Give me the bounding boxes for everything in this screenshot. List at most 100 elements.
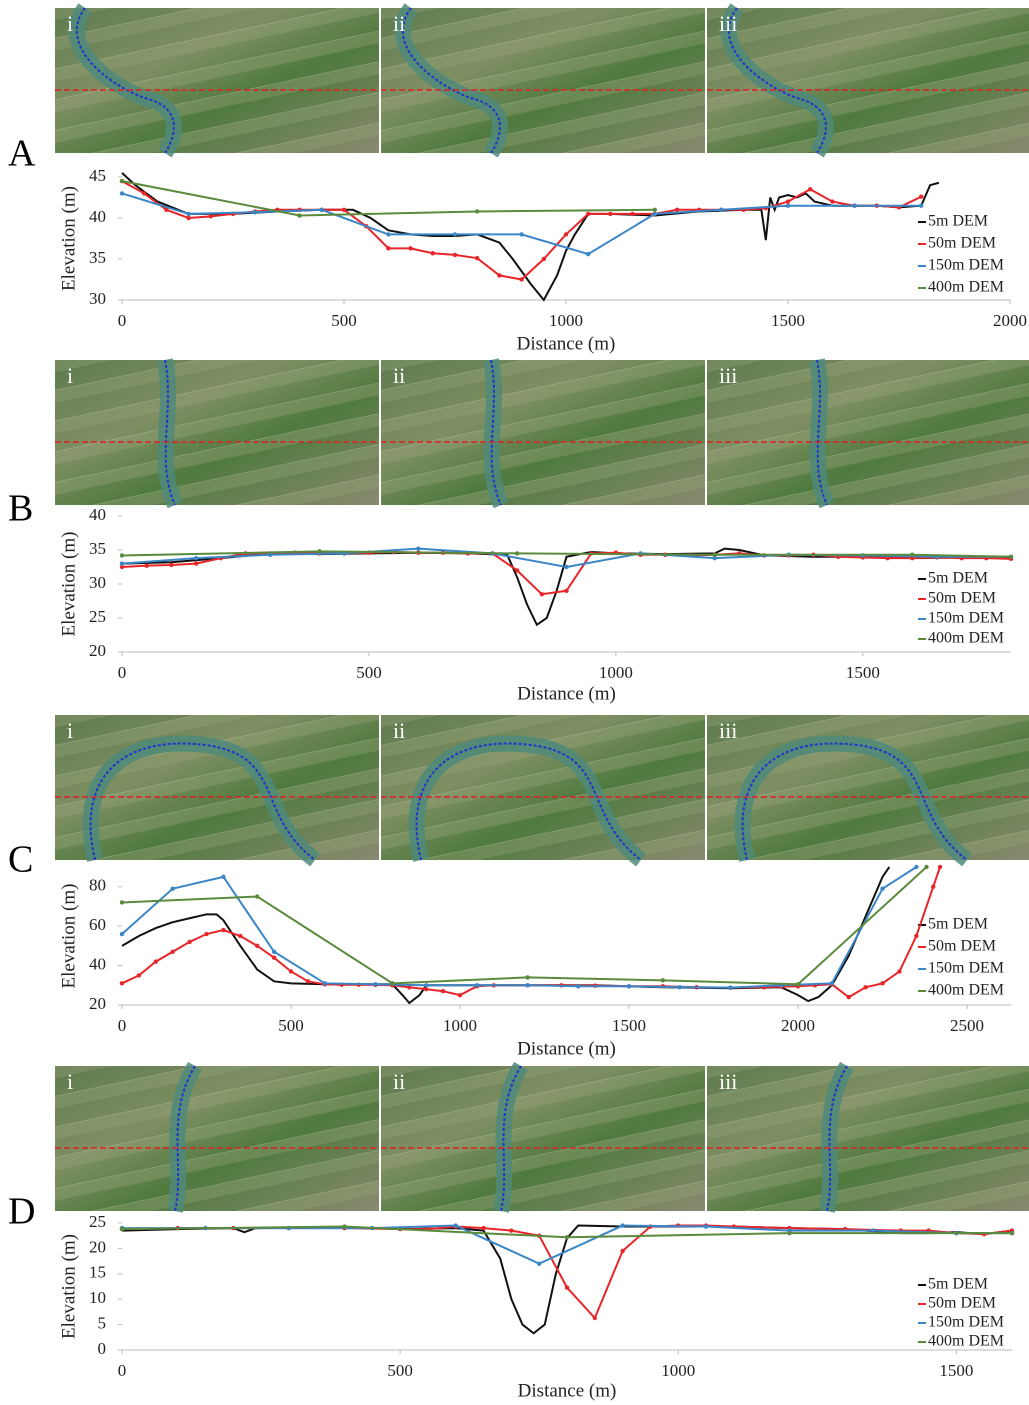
point bbox=[170, 886, 175, 891]
point bbox=[608, 211, 613, 217]
image-fields bbox=[55, 360, 379, 505]
point bbox=[408, 246, 413, 251]
point bbox=[914, 864, 919, 870]
x-tick-label: 1000 bbox=[549, 311, 583, 330]
panel-letter: B bbox=[8, 488, 33, 530]
image-label: iii bbox=[719, 363, 737, 388]
y-axis-label: Elevation (m) bbox=[58, 186, 79, 291]
point bbox=[317, 549, 322, 554]
legend-label: 150m DEM bbox=[928, 257, 1004, 274]
panel-letter: A bbox=[8, 133, 36, 175]
river-trace bbox=[402, 7, 501, 154]
image-label: ii bbox=[393, 718, 405, 743]
legend-label: 50m DEM bbox=[928, 938, 996, 955]
point bbox=[509, 1228, 514, 1233]
point bbox=[373, 982, 378, 987]
satellite-image: ii bbox=[381, 715, 705, 867]
point bbox=[870, 1228, 876, 1233]
point bbox=[931, 884, 936, 889]
legend-label: 400m DEM bbox=[928, 982, 1004, 999]
x-axis-label: Distance (m) bbox=[517, 683, 616, 704]
point bbox=[897, 969, 902, 974]
point bbox=[305, 979, 311, 984]
point bbox=[153, 959, 159, 964]
point bbox=[846, 994, 851, 1000]
legend-label: 400m DEM bbox=[928, 1333, 1004, 1350]
point bbox=[937, 864, 943, 870]
legend-label: 150m DEM bbox=[928, 960, 1004, 977]
point bbox=[880, 981, 885, 986]
y-tick-label: 60 bbox=[89, 915, 106, 934]
point bbox=[592, 1315, 598, 1321]
point bbox=[170, 949, 175, 954]
point bbox=[674, 207, 680, 212]
point bbox=[271, 949, 277, 954]
point bbox=[829, 981, 835, 986]
point bbox=[319, 207, 324, 212]
point bbox=[407, 985, 412, 990]
x-tick-label: 0 bbox=[118, 1016, 127, 1035]
point bbox=[630, 211, 635, 217]
point bbox=[785, 199, 791, 204]
y-axis-label: Elevation (m) bbox=[58, 1234, 79, 1339]
series-line bbox=[121, 547, 1012, 627]
x-tick-label: 500 bbox=[278, 1016, 304, 1035]
point bbox=[322, 981, 328, 986]
y-tick-label: 40 bbox=[89, 954, 106, 973]
legend-label: 50m DEM bbox=[928, 590, 996, 607]
panel-letter: C bbox=[8, 839, 33, 881]
y-axis-label: Elevation (m) bbox=[58, 532, 79, 637]
x-tick-label: 2500 bbox=[950, 1016, 984, 1035]
point bbox=[119, 553, 125, 558]
y-tick-label: 35 bbox=[89, 248, 106, 267]
point bbox=[238, 933, 243, 939]
image-label: iii bbox=[719, 1069, 737, 1094]
point bbox=[497, 273, 502, 278]
point bbox=[539, 592, 545, 597]
image-label: i bbox=[67, 1069, 73, 1094]
satellite-image: iii bbox=[707, 358, 1029, 509]
point bbox=[452, 232, 458, 237]
x-tick-label: 2000 bbox=[993, 311, 1027, 330]
y-tick-label: 25 bbox=[89, 1212, 106, 1231]
x-tick-label: 1500 bbox=[939, 1361, 973, 1380]
point bbox=[525, 975, 530, 980]
y-tick-label: 0 bbox=[98, 1339, 107, 1358]
point bbox=[712, 552, 717, 557]
point bbox=[626, 984, 632, 989]
point bbox=[255, 943, 260, 949]
point bbox=[910, 552, 915, 557]
point bbox=[186, 211, 191, 217]
point bbox=[142, 191, 147, 196]
x-tick-label: 2000 bbox=[781, 1016, 815, 1035]
legend-label: 400m DEM bbox=[928, 630, 1004, 647]
river-trace bbox=[741, 742, 968, 861]
point bbox=[914, 933, 919, 939]
point bbox=[386, 232, 391, 237]
point bbox=[474, 983, 480, 988]
satellite-image: i bbox=[55, 3, 379, 158]
y-tick-label: 15 bbox=[89, 1263, 106, 1282]
point bbox=[187, 939, 192, 945]
point bbox=[564, 1235, 570, 1240]
point bbox=[475, 209, 480, 214]
x-tick-label: 1000 bbox=[599, 663, 633, 682]
point bbox=[169, 562, 174, 568]
point bbox=[457, 992, 463, 998]
x-tick-label: 1500 bbox=[846, 663, 880, 682]
x-axis-label: Distance (m) bbox=[517, 333, 616, 354]
point bbox=[652, 211, 657, 217]
legend-label: 150m DEM bbox=[928, 610, 1004, 627]
point bbox=[452, 252, 458, 258]
point bbox=[795, 982, 801, 987]
point bbox=[919, 194, 924, 199]
point bbox=[386, 246, 391, 251]
point bbox=[514, 551, 520, 556]
point bbox=[808, 187, 813, 192]
point bbox=[712, 555, 717, 561]
point bbox=[119, 900, 125, 905]
y-tick-label: 20 bbox=[89, 641, 106, 660]
point bbox=[440, 989, 446, 994]
image-label: ii bbox=[393, 363, 405, 388]
y-tick-label: 10 bbox=[89, 1288, 106, 1307]
